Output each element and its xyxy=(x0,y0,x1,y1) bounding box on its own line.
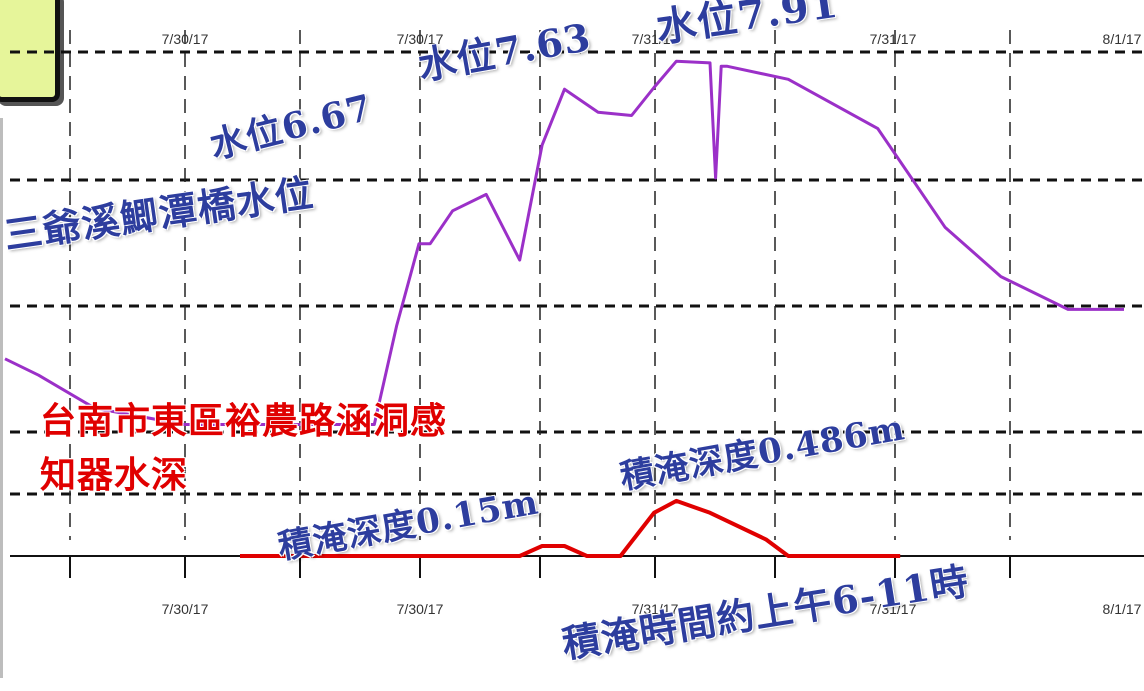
bottom-tick-label: 7/31/17 xyxy=(870,601,917,617)
x-axis xyxy=(10,555,1144,578)
bottom-tick-label: 8/1/17 xyxy=(1103,601,1142,617)
bottom-tick-labels: 7/30/17 7/30/17 7/31/17 7/31/17 8/1/17 xyxy=(162,601,1142,617)
top-tick-label: 7/31/17 xyxy=(870,31,917,47)
sensor-label-line2: 知器水深 xyxy=(40,454,189,496)
grid xyxy=(10,30,1144,540)
slide-frame xyxy=(0,118,13,678)
series-line-depth xyxy=(240,498,901,558)
top-tick-label: 8/1/17 xyxy=(1103,31,1142,47)
series-line-water-level xyxy=(4,59,1124,426)
bottom-tick-label: 7/30/17 xyxy=(162,601,209,617)
top-tick-labels: 7/30/17 7/30/17 7/31/17 7/31/17 8/1/17 xyxy=(162,31,1142,47)
bottom-tick-label: 7/30/17 xyxy=(397,601,444,617)
sensor-label-line1: 台南市東區裕農路涵洞感 xyxy=(40,400,448,442)
top-tick-label: 7/31/17 xyxy=(632,31,679,47)
bottom-tick-label: 7/31/17 xyxy=(632,601,679,617)
top-tick-label: 7/30/17 xyxy=(397,31,444,47)
top-tick-label: 7/30/17 xyxy=(162,31,209,47)
